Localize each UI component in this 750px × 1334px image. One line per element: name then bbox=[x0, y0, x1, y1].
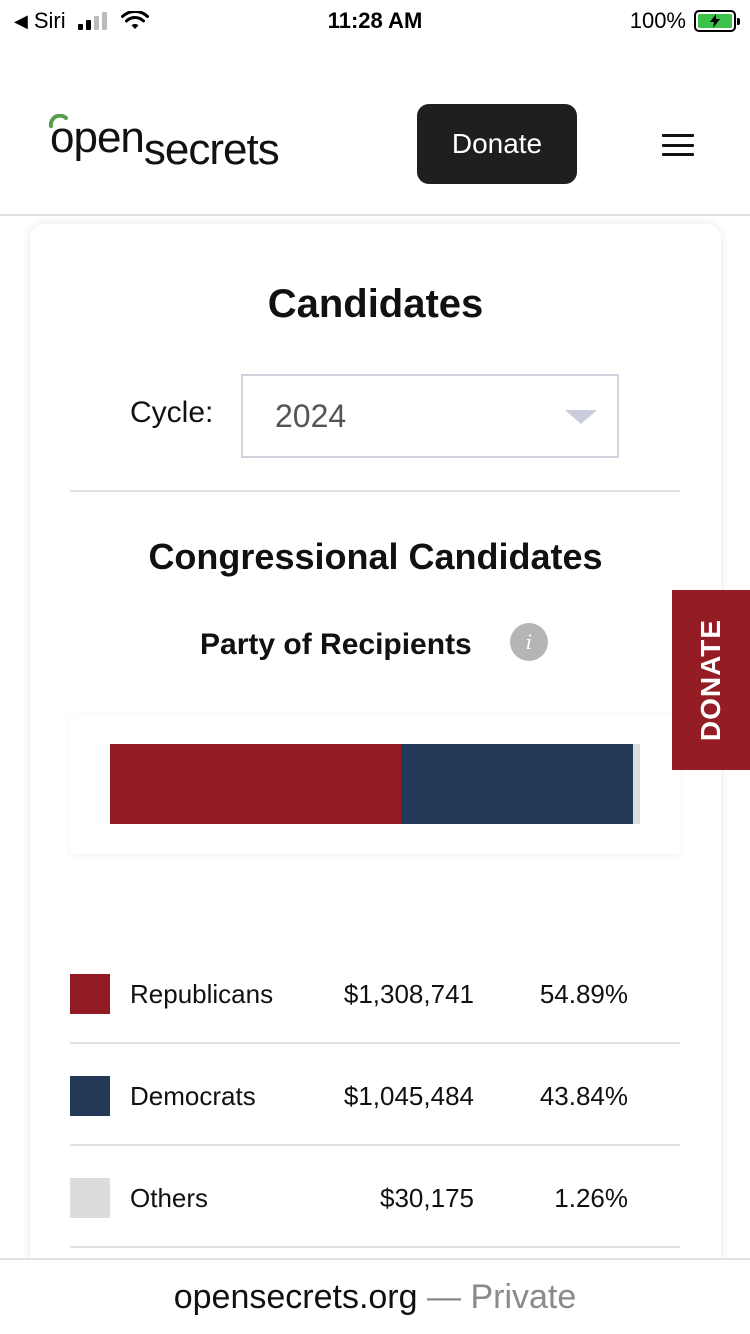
bar-segment-democrats[interactable] bbox=[400, 744, 634, 824]
party-amount: $30,175 bbox=[380, 1183, 474, 1213]
legend-swatch bbox=[70, 974, 110, 1014]
status-left: ◀ Siri bbox=[14, 8, 149, 34]
status-right: 100% bbox=[629, 8, 740, 34]
cycle-select-value: 2024 bbox=[275, 398, 347, 434]
carrier-label: Siri bbox=[33, 8, 66, 33]
cycle-select[interactable]: 2024 bbox=[241, 374, 619, 458]
back-to-app-icon[interactable]: ◀ bbox=[14, 10, 28, 31]
browsing-mode: Private bbox=[470, 1278, 577, 1316]
divider bbox=[70, 490, 680, 492]
party-name: Democrats bbox=[130, 1081, 256, 1111]
chevron-down-icon bbox=[565, 410, 597, 424]
info-icon[interactable]: i bbox=[510, 623, 548, 661]
url-separator: — bbox=[417, 1278, 471, 1316]
party-name: Republicans bbox=[130, 979, 274, 1009]
battery-icon bbox=[694, 10, 740, 32]
logo-open-text: open bbox=[50, 113, 145, 162]
battery-fill bbox=[698, 14, 732, 28]
table-row: Republicans $1,308,741 54.89% bbox=[70, 942, 680, 1044]
opensecrets-logo[interactable]: open secrets bbox=[48, 113, 280, 172]
bar-segment-others[interactable] bbox=[633, 744, 640, 824]
party-percent: 43.84% bbox=[539, 1081, 628, 1111]
section-title: Congressional Candidates bbox=[148, 536, 603, 577]
battery-percent: 100% bbox=[629, 8, 686, 33]
legend-swatch bbox=[70, 1076, 110, 1116]
party-percent: 54.89% bbox=[539, 979, 628, 1009]
page-title: Candidates bbox=[267, 282, 484, 326]
party-percent: 1.26% bbox=[554, 1183, 628, 1213]
signal-icon bbox=[77, 12, 107, 30]
bar-segment-republicans[interactable] bbox=[110, 744, 401, 824]
cycle-label: Cycle: bbox=[130, 396, 214, 429]
party-amount: $1,308,741 bbox=[343, 979, 474, 1009]
donate-button[interactable]: Donate bbox=[417, 104, 577, 184]
charging-bolt-icon bbox=[710, 14, 720, 28]
party-chart bbox=[70, 714, 680, 854]
chart-subtitle: Party of Recipients bbox=[200, 628, 472, 661]
legend-swatch bbox=[70, 1178, 110, 1218]
logo-open: open bbox=[48, 113, 145, 162]
side-donate-tab[interactable]: DONATE bbox=[672, 590, 750, 770]
party-table: Republicans $1,308,741 54.89% Democrats $1,0… bbox=[70, 942, 680, 1248]
stacked-bar bbox=[110, 744, 640, 824]
clock: 11:28 AM bbox=[327, 8, 423, 33]
url-domain: opensecrets.org bbox=[173, 1278, 418, 1316]
candidates-card: Candidates Cycle: 2024 Congressional Can… bbox=[30, 224, 721, 1324]
status-bar: ◀ Siri 11:28 AM 100% bbox=[0, 0, 750, 44]
url-bar[interactable]: opensecrets.org — Private bbox=[0, 1258, 750, 1334]
hamburger-icon[interactable] bbox=[662, 134, 694, 156]
party-amount: $1,045,484 bbox=[343, 1081, 474, 1111]
side-donate-label: DONATE bbox=[695, 618, 726, 742]
logo-secrets-text: secrets bbox=[143, 125, 280, 174]
logo-arc-icon bbox=[48, 114, 68, 128]
site-header: open secrets Donate bbox=[0, 44, 750, 216]
table-row: Democrats $1,045,484 43.84% bbox=[70, 1044, 680, 1146]
wifi-icon bbox=[120, 11, 149, 29]
party-name: Others bbox=[130, 1183, 209, 1213]
table-row: Others $30,175 1.26% bbox=[70, 1146, 680, 1248]
